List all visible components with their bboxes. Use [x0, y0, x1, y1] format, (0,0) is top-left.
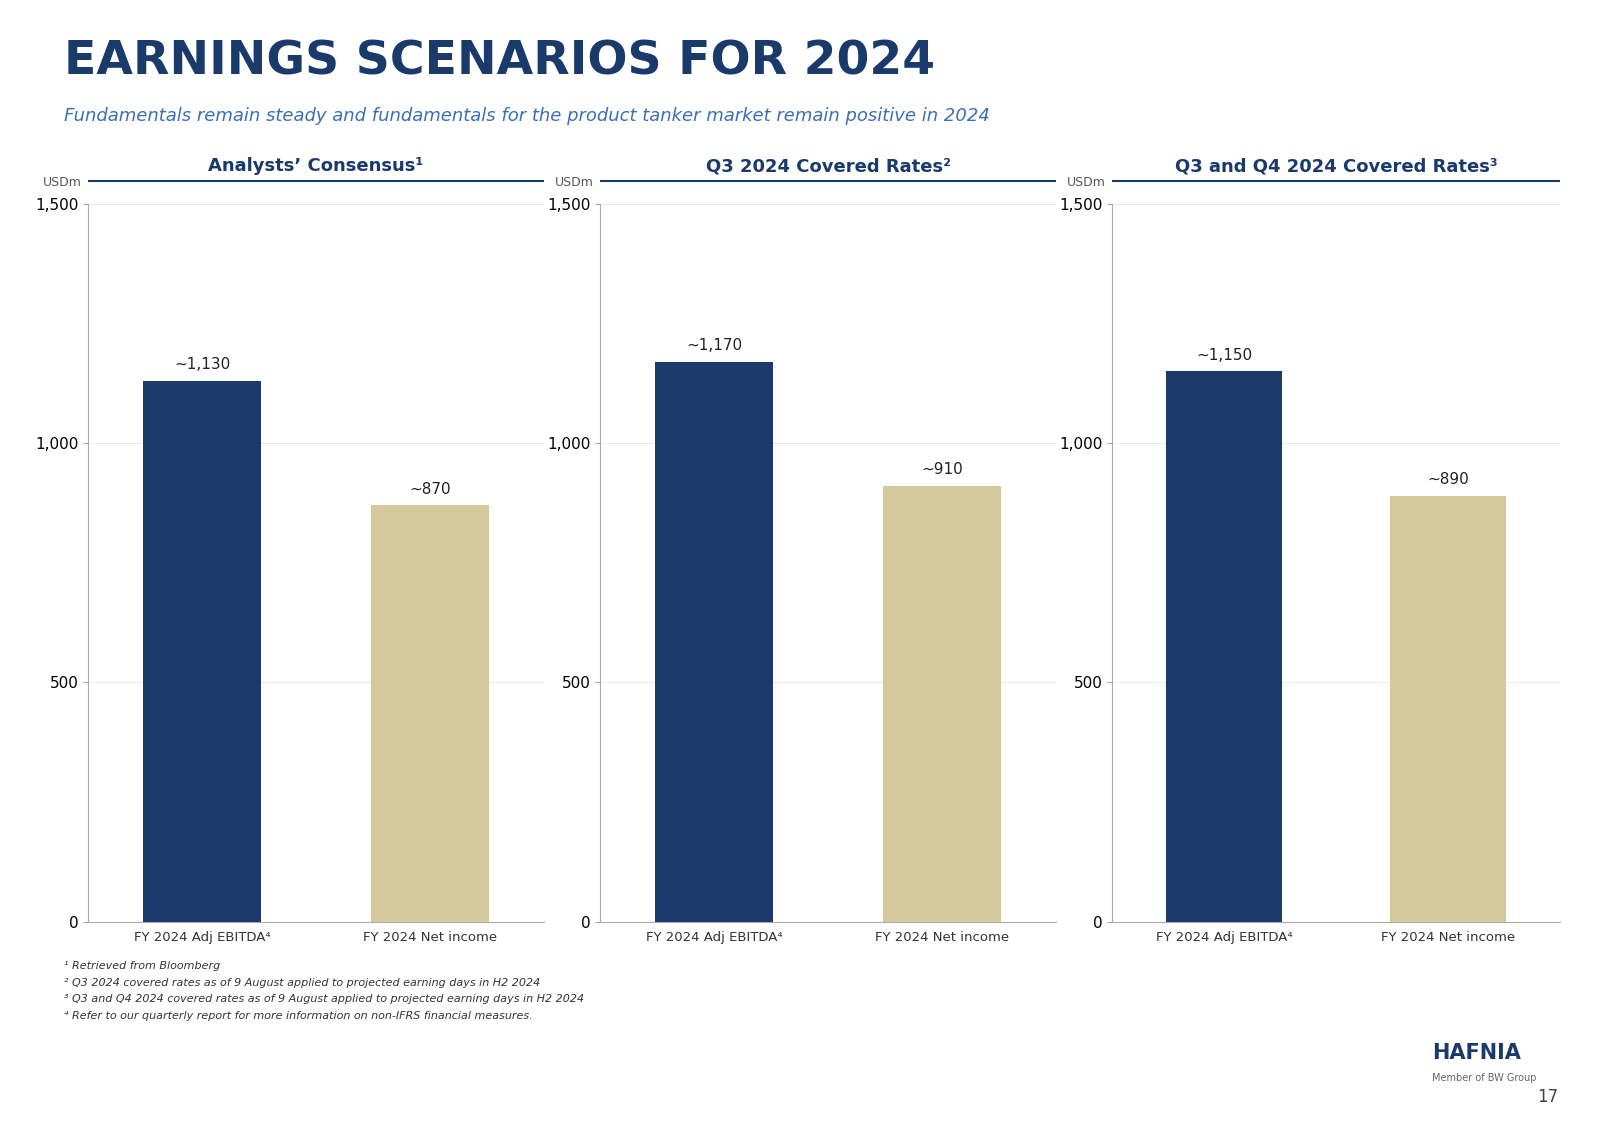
Text: ~1,170: ~1,170 — [686, 338, 742, 353]
Text: USDm: USDm — [42, 176, 82, 189]
Bar — [883, 486, 1002, 922]
Bar — [654, 362, 773, 922]
Text: USDm: USDm — [554, 176, 594, 189]
Bar — [1166, 371, 1282, 922]
Text: EARNINGS SCENARIOS FOR 2024: EARNINGS SCENARIOS FOR 2024 — [64, 40, 934, 85]
Text: ¹ Retrieved from Bloomberg
² Q3 2024 covered rates as of 9 August applied to pro: ¹ Retrieved from Bloomberg ² Q3 2024 cov… — [64, 961, 584, 1020]
Text: Member of BW Group: Member of BW Group — [1432, 1073, 1536, 1083]
Text: 17: 17 — [1538, 1088, 1558, 1106]
Text: ~1,150: ~1,150 — [1195, 347, 1253, 363]
Text: ~870: ~870 — [410, 482, 451, 497]
Text: HAFNIA: HAFNIA — [1432, 1043, 1522, 1063]
Bar — [1390, 495, 1506, 922]
Text: Q3 2024 Covered Rates²: Q3 2024 Covered Rates² — [706, 157, 950, 175]
Text: ~910: ~910 — [922, 463, 963, 477]
Text: ~890: ~890 — [1427, 472, 1469, 487]
Text: USDm: USDm — [1067, 176, 1106, 189]
Text: Fundamentals remain steady and fundamentals for the product tanker market remain: Fundamentals remain steady and fundament… — [64, 107, 990, 126]
Text: Analysts’ Consensus¹: Analysts’ Consensus¹ — [208, 157, 424, 175]
Bar — [142, 381, 261, 922]
Bar — [371, 506, 490, 922]
Text: ~1,130: ~1,130 — [174, 357, 230, 372]
Text: Q3 and Q4 2024 Covered Rates³: Q3 and Q4 2024 Covered Rates³ — [1174, 157, 1498, 175]
